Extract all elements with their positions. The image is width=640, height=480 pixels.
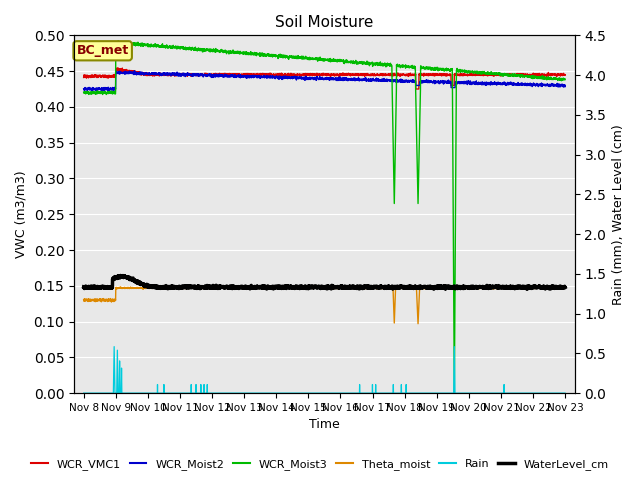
Rain [500, 390, 508, 396]
WaterLevel_cm [500, 285, 508, 291]
Line: Rain: Rain [84, 347, 565, 393]
WCR_Moist3 [163, 44, 171, 50]
Theta_moist [561, 285, 569, 291]
Theta_moist [411, 284, 419, 289]
WCR_Moist2 [135, 71, 143, 77]
Text: BC_met: BC_met [77, 44, 129, 57]
Theta_moist [552, 285, 560, 291]
WCR_Moist2 [552, 83, 560, 88]
Theta_moist [134, 286, 142, 291]
WCR_Moist2 [164, 72, 172, 77]
Theta_moist [163, 286, 171, 291]
Theta_moist [500, 285, 508, 291]
WCR_Moist3 [135, 43, 143, 48]
X-axis label: Time: Time [309, 419, 340, 432]
WaterLevel_cm [524, 287, 531, 292]
WaterLevel_cm [163, 284, 171, 290]
Line: Theta_moist: Theta_moist [84, 287, 565, 324]
WCR_VMC1 [264, 73, 272, 79]
WaterLevel_cm [552, 284, 560, 289]
Rain [264, 390, 272, 396]
WCR_Moist3 [264, 51, 272, 57]
WCR_Moist3 [561, 76, 569, 82]
WCR_VMC1 [561, 72, 569, 78]
WaterLevel_cm [285, 284, 293, 290]
Theta_moist [285, 285, 293, 291]
Theta_moist [80, 297, 88, 302]
WCR_VMC1 [118, 65, 126, 71]
WCR_Moist3 [285, 55, 293, 60]
Line: WaterLevel_cm: WaterLevel_cm [84, 276, 565, 289]
WCR_VMC1 [163, 72, 171, 77]
Title: Soil Moisture: Soil Moisture [275, 15, 374, 30]
Y-axis label: Rain (mm), Water Level (cm): Rain (mm), Water Level (cm) [612, 124, 625, 305]
WaterLevel_cm [116, 273, 124, 278]
WCR_Moist2 [561, 84, 569, 89]
Rain [561, 390, 569, 396]
Line: WCR_Moist2: WCR_Moist2 [84, 71, 565, 91]
Rain [163, 390, 171, 396]
WCR_VMC1 [135, 69, 143, 75]
WCR_Moist3 [500, 71, 508, 77]
WCR_VMC1 [412, 86, 420, 92]
WaterLevel_cm [561, 285, 569, 290]
WCR_VMC1 [500, 71, 508, 77]
Rain [80, 390, 88, 396]
Rain [285, 390, 293, 396]
WCR_Moist2 [265, 73, 273, 79]
WCR_Moist3 [115, 38, 122, 44]
Rain [135, 390, 143, 396]
WCR_Moist3 [80, 89, 88, 95]
Rain [552, 390, 559, 396]
WCR_Moist3 [451, 390, 458, 396]
Y-axis label: VWC (m3/m3): VWC (m3/m3) [15, 170, 28, 258]
WCR_VMC1 [552, 72, 560, 77]
WaterLevel_cm [80, 284, 88, 289]
WCR_Moist2 [131, 68, 138, 73]
Rain [110, 344, 118, 349]
Theta_moist [264, 285, 272, 291]
WCR_VMC1 [80, 74, 88, 80]
WCR_VMC1 [285, 72, 293, 78]
WCR_Moist2 [500, 80, 508, 86]
Line: WCR_Moist3: WCR_Moist3 [84, 41, 565, 393]
WCR_Moist2 [88, 88, 96, 94]
WCR_Moist3 [552, 75, 560, 81]
WCR_Moist2 [285, 73, 293, 79]
Line: WCR_VMC1: WCR_VMC1 [84, 68, 565, 89]
Legend: WCR_VMC1, WCR_Moist2, WCR_Moist3, Theta_moist, Rain, WaterLevel_cm: WCR_VMC1, WCR_Moist2, WCR_Moist3, Theta_… [27, 455, 613, 474]
WCR_Moist2 [80, 86, 88, 92]
WaterLevel_cm [264, 284, 272, 290]
WaterLevel_cm [135, 280, 143, 286]
Theta_moist [414, 321, 422, 326]
